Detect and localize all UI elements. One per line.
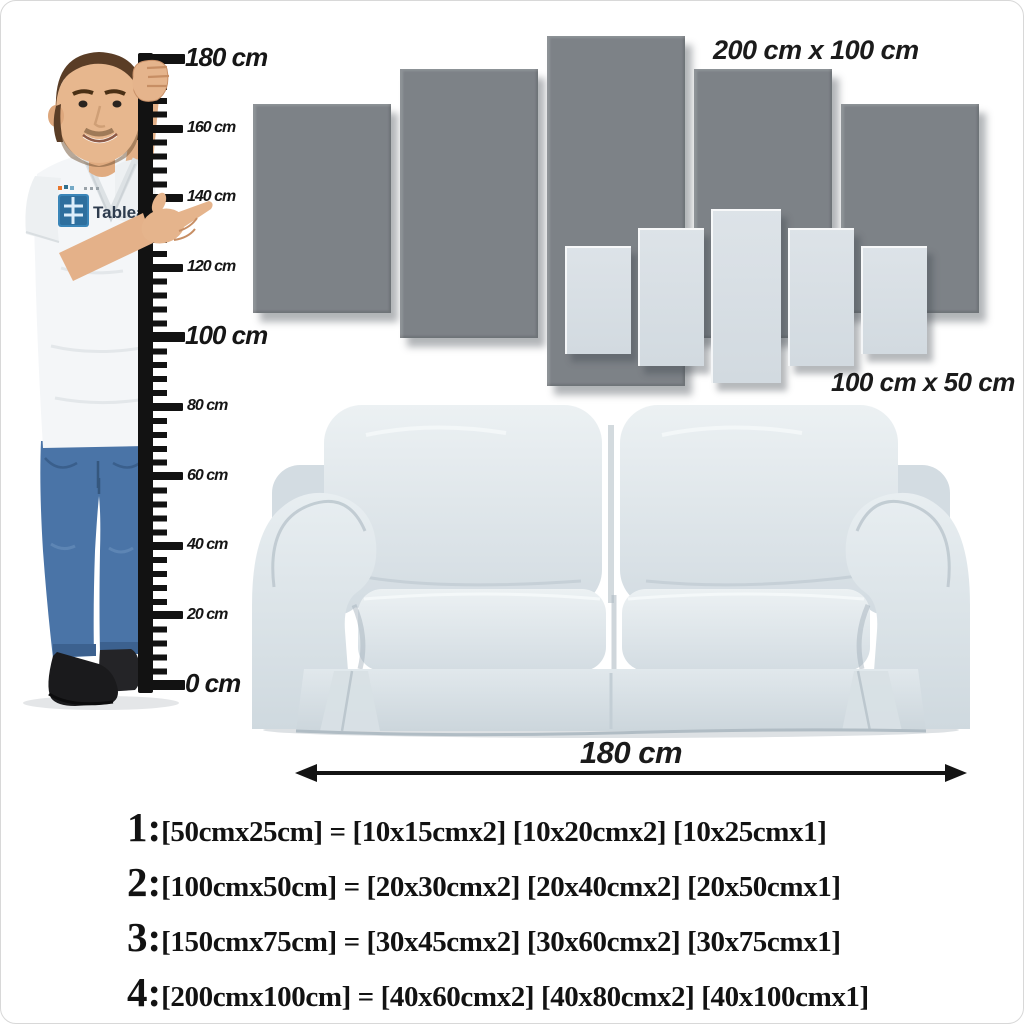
sofa-illustration (252, 405, 970, 738)
small-canvas-panel-2 (638, 228, 704, 366)
size-option-row-2: 2: [100cmx50cm] = [20x30cmx2] [20x40cmx2… (127, 862, 841, 903)
size-option-row-4: 4: [200cmx100cm] = [40x60cmx2] [40x80cmx… (127, 972, 869, 1013)
option-formula: [100cmx50cm] = [20x30cmx2] [20x40cmx2] [… (161, 871, 841, 903)
large-canvas-panel-2 (400, 69, 538, 338)
ruler-tick (138, 332, 185, 342)
option-number: 3: (127, 914, 162, 960)
option-formula: [50cmx25cm] = [10x15cmx2] [10x20cmx2] [1… (161, 816, 827, 848)
ruler-label-180: 180 cm (185, 42, 268, 72)
option-number: 4: (127, 969, 162, 1015)
ruler-label-60: 60 cm (187, 467, 228, 484)
ruler-label-0: 0 cm (185, 668, 241, 698)
ruler-label-120: 120 cm (187, 258, 236, 275)
small-set-size-label: 100 cm x 50 cm (831, 367, 1015, 397)
small-canvas-panel-5 (861, 246, 927, 354)
option-number: 2: (127, 859, 162, 905)
arrow-line (311, 771, 951, 775)
arrow-right-head-icon (945, 764, 967, 782)
option-formula: [150cmx75cm] = [30x45cmx2] [30x60cmx2] [… (161, 926, 841, 958)
ruler-tick (138, 611, 183, 619)
ruler-tick (138, 542, 183, 550)
ruler-tick (138, 125, 183, 133)
arrow-left-head-icon (295, 764, 317, 782)
ruler-bar (138, 53, 153, 693)
ruler-label-80: 80 cm (187, 397, 228, 414)
height-ruler: 180 cm 160 cm 140 cm 120 cm 100 cm 80 cm… (138, 42, 268, 698)
large-canvas-panel-1 (253, 104, 391, 313)
ruler-tick (138, 54, 185, 64)
ruler-tick (138, 680, 185, 690)
large-set-size-label: 200 cm x 100 cm (713, 35, 919, 65)
ruler-label-140: 140 cm (187, 188, 236, 205)
small-canvas-panel-1 (565, 246, 631, 354)
option-formula: [200cmx100cm] = [40x60cmx2] [40x80cmx2] … (161, 981, 869, 1013)
ruler-label-20: 20 cm (187, 606, 228, 623)
ruler-label-160: 160 cm (187, 119, 236, 136)
size-option-row-3: 3: [150cmx75cm] = [30x45cmx2] [30x60cmx2… (127, 917, 841, 958)
pointing-hand (59, 192, 213, 281)
ruler-tick (138, 264, 183, 272)
ruler-label-40: 40 cm (187, 536, 228, 553)
small-canvas-panel-4 (788, 228, 854, 366)
ruler-label-100: 100 cm (185, 320, 268, 350)
sofa-width-arrow (295, 763, 967, 783)
size-option-row-1: 1: [50cmx25cm] = [10x15cmx2] [10x20cmx2]… (127, 804, 827, 850)
option-number: 1: (127, 804, 162, 850)
gripping-hand (132, 59, 170, 102)
ruler-tick (138, 403, 183, 411)
small-canvas-panel-3 (711, 209, 781, 383)
ruler-tick (138, 472, 183, 480)
sofa-width-label: 180 cm (579, 735, 683, 770)
man-hands (59, 59, 213, 281)
